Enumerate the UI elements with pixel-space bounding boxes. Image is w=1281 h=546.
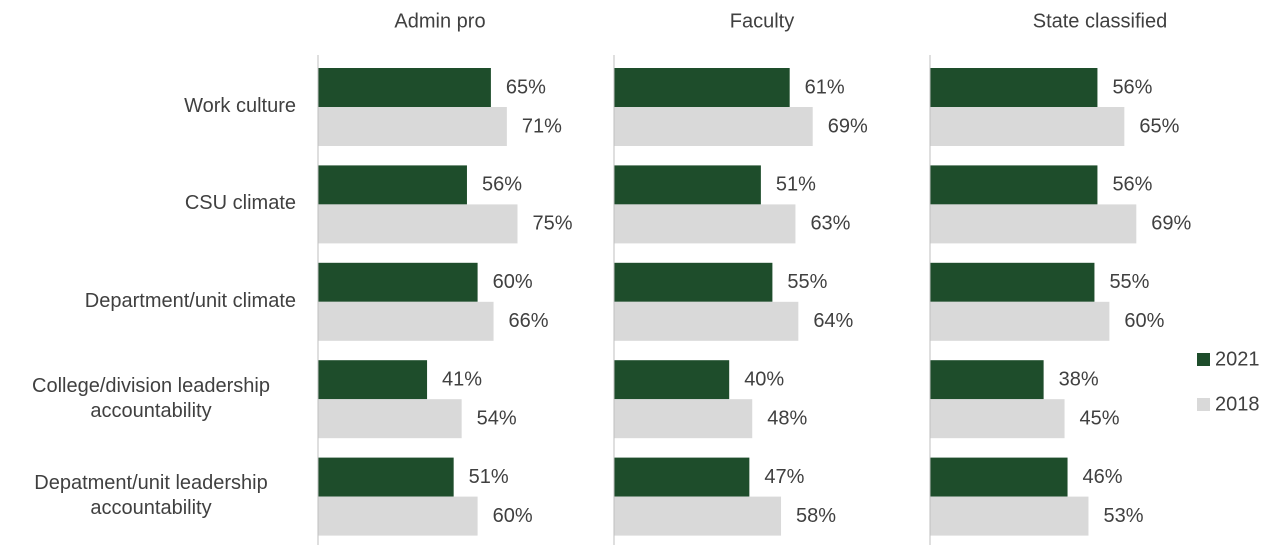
value-label: 65% [1139,115,1179,137]
value-label: 47% [764,466,804,488]
value-label: 56% [482,174,522,196]
legend-label: 2021 [1215,348,1260,370]
category-label-box: Depatment/unit leadership accountability [6,448,296,545]
panel-title: Admin pro [394,10,485,32]
bar [318,165,467,205]
category-label: Work culture [184,95,296,117]
value-label: 41% [442,368,482,390]
bar [318,301,494,341]
value-label: 53% [1103,505,1143,527]
bar [614,204,796,244]
value-label: 65% [506,76,546,98]
value-label: 69% [828,115,868,137]
value-label: 75% [533,213,573,235]
bar [930,496,1089,536]
bar [614,165,761,205]
value-label: 71% [522,115,562,137]
value-label: 58% [796,505,836,527]
bar [614,457,750,497]
value-label: 61% [805,76,845,98]
value-label: 56% [1112,174,1152,196]
bar [614,68,790,107]
category-label: College/division leadership accountabili… [32,374,270,422]
bar [318,399,462,439]
value-label: 60% [493,271,533,293]
bar [614,301,799,341]
value-label: 64% [813,310,853,332]
value-label: 55% [1109,271,1149,293]
value-label: 60% [1124,310,1164,332]
value-label: 51% [469,466,509,488]
bar [614,360,730,400]
value-label: 56% [1112,76,1152,98]
category-label-box: CSU climate [185,155,296,252]
bar [930,68,1098,107]
bar [930,204,1137,244]
value-label: 40% [744,368,784,390]
bar [318,262,478,302]
value-label: 66% [509,310,549,332]
bar [930,301,1110,341]
value-label: 45% [1080,407,1120,429]
value-label: 51% [776,174,816,196]
value-label: 54% [477,407,517,429]
bar [318,496,478,536]
bar [930,360,1044,400]
panel-title: State classified [1033,10,1168,32]
category-label: Department/unit climate [84,289,296,312]
bar [614,107,813,146]
category-label-box: Work culture [184,58,296,155]
bar [930,107,1125,146]
value-label: 46% [1083,466,1123,488]
value-label: 55% [787,271,827,293]
bar [930,399,1065,439]
category-label: Depatment/unit leadership accountability [34,472,268,520]
panel-title: Faculty [730,10,794,32]
bar [318,68,491,107]
value-label: 38% [1059,368,1099,390]
legend-label: 2018 [1215,393,1260,415]
legend-swatch [1197,353,1210,366]
bar [614,262,773,302]
value-label: 69% [1151,213,1191,235]
bar [930,457,1068,497]
bar [318,457,454,497]
bar [614,399,753,439]
value-label: 63% [810,213,850,235]
bar [930,165,1098,205]
bar [614,496,782,536]
bar [318,360,428,400]
category-label-box: Department/unit climate [85,253,296,350]
bar [318,204,518,244]
category-label-box: College/division leadership accountabili… [6,350,296,447]
bar [930,262,1095,302]
bar [318,107,507,146]
value-label: 48% [767,407,807,429]
category-label: CSU climate [184,192,296,215]
value-label: 60% [493,505,533,527]
legend-swatch [1197,398,1210,411]
